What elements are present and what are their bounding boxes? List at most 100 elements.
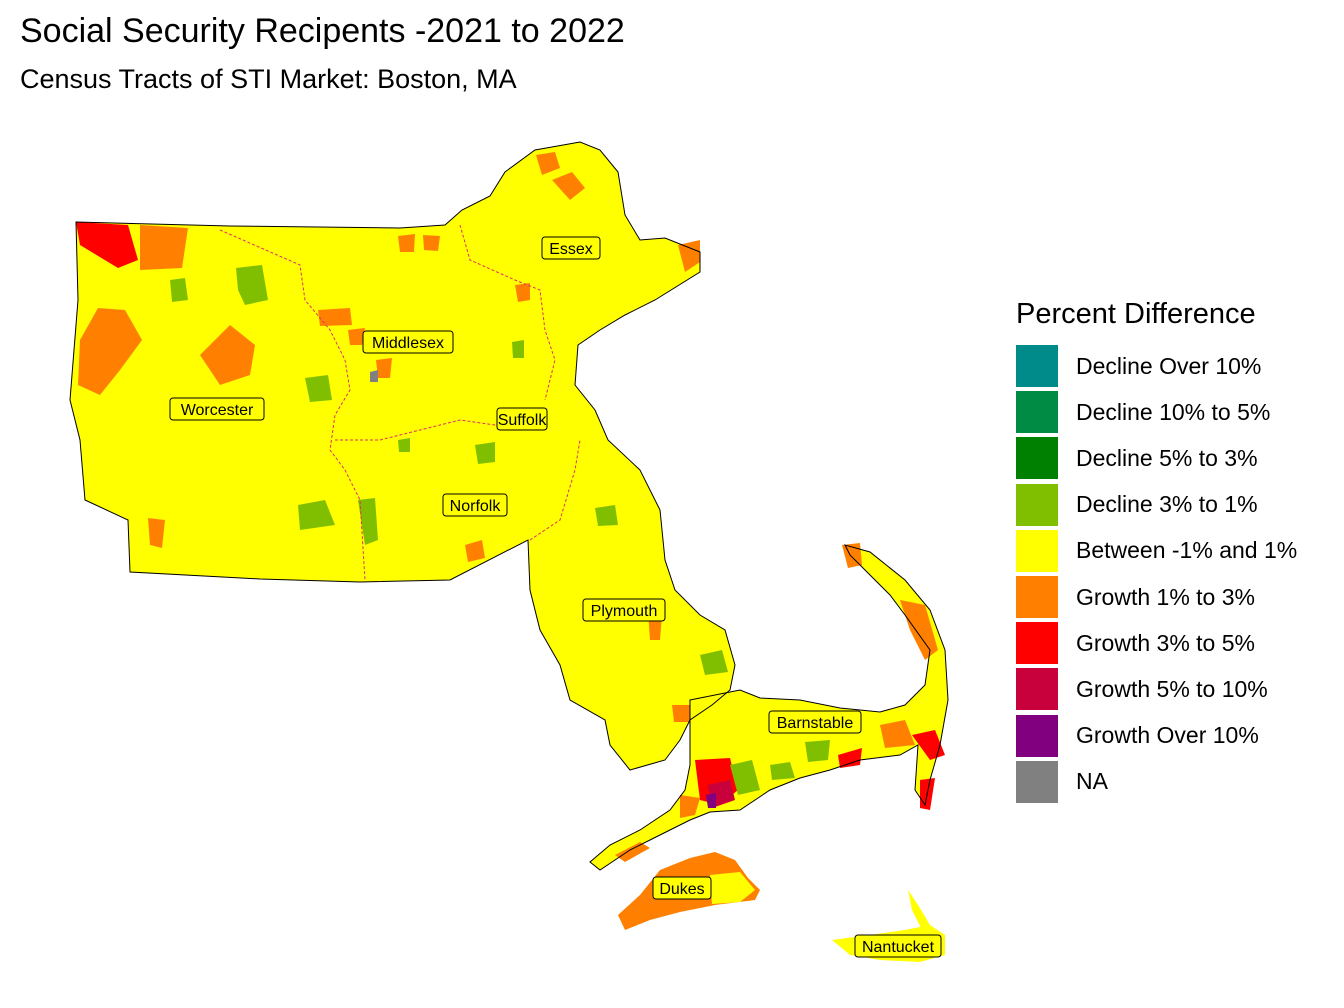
region-shapes [70, 142, 948, 962]
label-box-norfolk [442, 493, 508, 517]
tract-orange-ne-1 [536, 152, 560, 175]
legend-item: Decline Over 10% [1016, 343, 1297, 389]
tract-green-11 [770, 762, 795, 780]
legend-item: Growth Over 10% [1016, 713, 1297, 759]
mainland-outline [69, 141, 736, 771]
tract-orange-sw [148, 518, 165, 548]
tract-red-nw [76, 222, 138, 268]
tract-orange-north-1 [398, 234, 415, 252]
tract-orange-cape-mid [880, 720, 915, 748]
dukes-yellow-part [710, 872, 755, 904]
label-box-worcester [169, 397, 265, 421]
tract-orange-west [78, 308, 142, 395]
legend-label: Growth Over 10% [1076, 722, 1259, 749]
mainland-region [70, 142, 735, 770]
legend-swatch [1016, 760, 1058, 803]
legend-label: Growth 1% to 3% [1076, 583, 1255, 610]
tract-green-13 [398, 438, 410, 452]
legend-label: Decline 3% to 1% [1076, 491, 1258, 518]
boundary-middlesex-essex [459, 224, 556, 401]
tract-green-12 [805, 740, 830, 762]
tract-red-cape-2 [838, 748, 862, 768]
tract-orange-north-2 [423, 235, 440, 251]
legend-label: Growth 3% to 5% [1076, 629, 1255, 656]
tract-orange-outercape [900, 600, 938, 660]
legend-label: Between -1% and 1% [1076, 537, 1298, 564]
legend-label: Growth 5% to 10% [1076, 675, 1268, 702]
legend-swatch [1016, 622, 1058, 665]
legend-item: Between -1% and 1% [1016, 528, 1297, 574]
legend-item: NA [1016, 759, 1297, 805]
county-label-worcester: Worcester [181, 402, 254, 419]
legend-swatch [1016, 345, 1058, 388]
label-box-essex [541, 236, 601, 260]
cape-outline [589, 544, 949, 871]
legend-item: Decline 5% to 3% [1016, 435, 1297, 481]
tract-orange-nw [140, 225, 188, 270]
tract-purple-falmouth [706, 793, 716, 808]
legend-item: Decline 10% to 5% [1016, 389, 1297, 435]
tract-orange-norfolk [465, 540, 485, 562]
label-box-barnstable [768, 710, 862, 734]
map-title: Social Security Recipents -2021 to 2022 [20, 12, 625, 50]
boundary-worcester-middlesex [219, 229, 366, 581]
county-label-norfolk: Norfolk [450, 498, 502, 515]
legend-title: Percent Difference [1016, 298, 1256, 330]
tract-green-6 [512, 340, 524, 358]
tract-orange-middlesex-3 [376, 358, 392, 378]
tract-green-9 [700, 650, 728, 675]
legend-swatch [1016, 483, 1058, 526]
tract-orange-elizabeth [615, 842, 650, 862]
tract-red-cape-east [912, 730, 945, 760]
legend-label: Decline 10% to 5% [1076, 398, 1271, 425]
cape-cod-region [590, 545, 948, 870]
boundary-norfolk-plymouth [529, 439, 581, 541]
legend-item: Growth 5% to 10% [1016, 666, 1297, 712]
legend-swatch [1016, 714, 1058, 757]
label-box-plymouth [582, 598, 666, 622]
label-box-suffolk [496, 407, 548, 431]
tract-green-10 [730, 760, 760, 795]
county-label-barnstable: Barnstable [777, 715, 854, 732]
legend-label: Decline 5% to 3% [1076, 444, 1258, 471]
tract-green-7 [475, 442, 495, 464]
county-label-essex: Essex [549, 241, 593, 258]
census-tract-map: Worcester Middlesex Essex Suffolk Norfol… [69, 141, 949, 962]
tract-orange-capeann [678, 240, 700, 272]
label-box-dukes [652, 876, 712, 900]
legend-swatch [1016, 529, 1058, 572]
legend-item: Growth 1% to 3% [1016, 574, 1297, 620]
tract-orange-essex-w [515, 283, 530, 302]
tract-green-4 [298, 500, 335, 530]
county-label-dukes: Dukes [659, 881, 704, 898]
label-box-nantucket [854, 934, 942, 958]
legend-item: Decline 3% to 1% [1016, 482, 1297, 528]
legend-swatch [1016, 668, 1058, 711]
legend: Percent Difference Decline Over 10% Decli… [1016, 298, 1297, 805]
tract-orange-falmouth [680, 795, 700, 818]
tract-green-5 [358, 498, 378, 545]
tract-gray-middlesex [370, 370, 378, 382]
legend-label: Decline Over 10% [1076, 352, 1262, 379]
tract-green-3 [305, 375, 332, 402]
tract-green-1 [170, 278, 188, 302]
tract-green-2 [236, 265, 268, 305]
legend-swatch [1016, 576, 1058, 619]
nantucket-spit [908, 890, 930, 930]
county-label-plymouth: Plymouth [591, 603, 658, 620]
legend-item: Growth 3% to 5% [1016, 620, 1297, 666]
legend-label: NA [1076, 768, 1108, 795]
tract-orange-middlesex [318, 308, 352, 326]
map-subtitle: Census Tracts of STI Market: Boston, MA [20, 64, 517, 94]
tract-orange-ne-2 [552, 172, 585, 200]
tract-green-8 [595, 505, 618, 526]
county-label-middlesex: Middlesex [372, 335, 444, 352]
legend-swatch [1016, 391, 1058, 434]
tract-orange-buzzards [672, 705, 690, 722]
county-label-suffolk: Suffolk [498, 412, 548, 429]
county-label-nantucket: Nantucket [862, 939, 935, 956]
legend-swatch [1016, 437, 1058, 480]
tract-orange-worcester [200, 325, 255, 385]
tract-orange-middlesex-2 [348, 328, 365, 345]
legend-items: Decline Over 10% Decline 10% to 5% Decline… [1016, 343, 1297, 805]
